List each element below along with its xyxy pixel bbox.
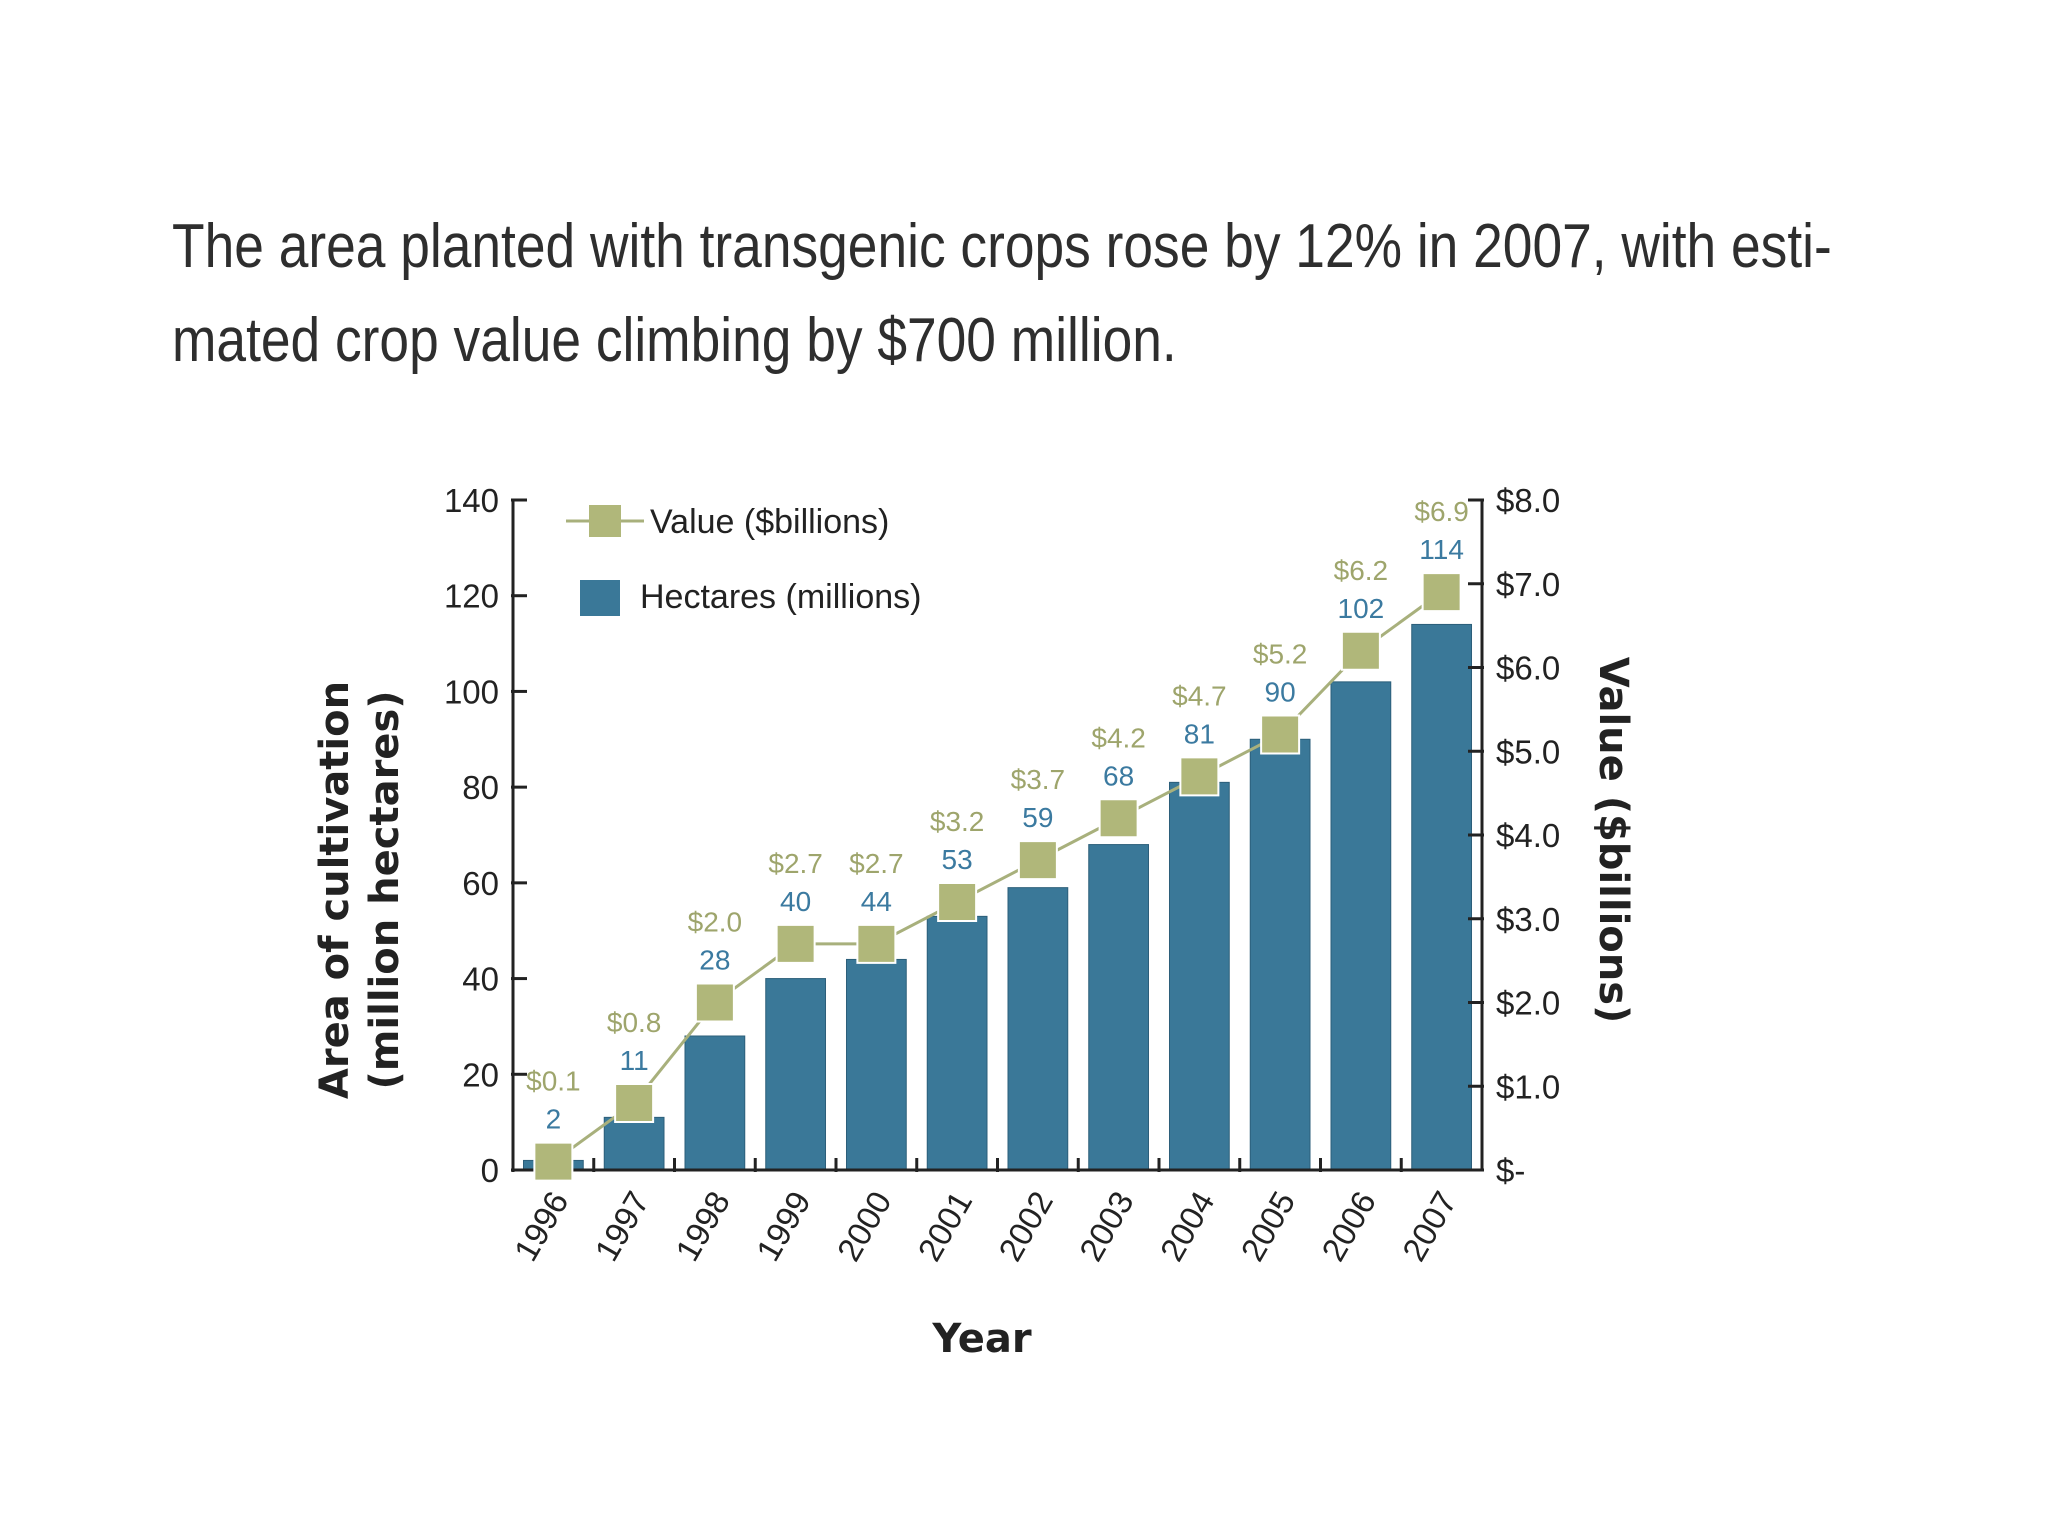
bar-1999: [765, 978, 827, 1171]
caption-line-2: mated crop value climbing by $700 millio…: [172, 306, 1177, 375]
value-data-label: $2.7: [768, 848, 823, 879]
value-marker-1996: [533, 1141, 574, 1182]
legend-hectares-swatch-icon: [580, 580, 620, 616]
value-data-label: $6.2: [1334, 555, 1389, 586]
hectares-bars: [522, 623, 1473, 1171]
x-tick-label: 1997: [587, 1185, 656, 1267]
x-tick-label: 2007: [1395, 1185, 1464, 1267]
bar-2007: [1411, 623, 1473, 1171]
bar-2000: [845, 958, 907, 1171]
hectares-data-label: 40: [780, 886, 811, 917]
bar-2001: [926, 915, 988, 1171]
left-tick-label: 140: [444, 482, 499, 519]
value-data-label: $3.2: [930, 806, 985, 837]
hectares-data-label: 11: [620, 1045, 649, 1076]
left-tick-label: 60: [462, 865, 499, 902]
bar-2002: [1007, 887, 1069, 1171]
left-axis-title-line-1: Area of cultivation: [312, 681, 358, 1099]
value-marker-2001: [937, 882, 978, 922]
right-tick-label: $4.0: [1496, 817, 1560, 854]
left-tick-label: 0: [481, 1152, 499, 1189]
x-axis-title: Year: [931, 1316, 1031, 1362]
value-marker-2006: [1340, 630, 1381, 671]
right-tick-label: $5.0: [1496, 733, 1560, 770]
value-data-label: $3.7: [1011, 764, 1066, 795]
value-marker-2003: [1098, 798, 1139, 839]
right-tick-label: $8.0: [1496, 482, 1560, 519]
value-line-series: [533, 572, 1462, 1182]
bar-1997: [603, 1116, 665, 1171]
right-tick-label: $1.0: [1496, 1068, 1560, 1105]
value-data-label: $5.2: [1253, 639, 1308, 670]
value-marker-2005: [1260, 714, 1301, 755]
right-tick-label: $-: [1496, 1152, 1525, 1189]
legend-value-label: Value ($billions): [650, 503, 889, 541]
value-data-label: $2.0: [688, 907, 743, 938]
value-marker-1998: [694, 982, 735, 1023]
x-tick-label: 2005: [1233, 1185, 1302, 1267]
left-tick-label: 80: [462, 769, 499, 806]
bar-2004: [1168, 781, 1230, 1171]
value-data-label: $0.8: [607, 1007, 662, 1038]
value-data-label: $2.7: [849, 848, 904, 879]
value-marker-2000: [856, 923, 897, 964]
hectares-data-label: 44: [861, 886, 892, 917]
bar-2005: [1249, 738, 1311, 1171]
bar-2003: [1088, 844, 1150, 1171]
value-marker-1997: [614, 1083, 655, 1123]
x-tick-label: 2003: [1072, 1185, 1141, 1267]
legend-value-marker-icon: [589, 505, 621, 537]
data-labels: 2 $0.1 11 $0.8 28 $2.0 40 $2.7 44 $2.7 53 $3.2 59 $3.…: [526, 496, 1469, 1135]
caption-line-1: The area planted with transgenic crops r…: [172, 212, 1832, 281]
legend: Value ($billions) Hectares (millions): [566, 503, 922, 616]
value-data-label: $6.9: [1414, 496, 1469, 527]
bar-1998: [684, 1035, 746, 1171]
value-data-label: $4.2: [1091, 722, 1146, 753]
right-tick-label: $3.0: [1496, 901, 1560, 938]
hectares-data-label: 28: [699, 945, 730, 976]
hectares-data-label: 2: [546, 1104, 562, 1135]
x-tick-label: 1996: [507, 1185, 576, 1267]
value-marker-2002: [1017, 840, 1058, 881]
right-tick-label: $7.0: [1496, 566, 1560, 603]
hectares-data-label: 53: [942, 844, 973, 875]
bar-2006: [1330, 681, 1392, 1171]
left-axis-title-line-2: (million hectares): [362, 690, 408, 1089]
x-tick-label: 2001: [910, 1185, 979, 1267]
hectares-data-label: 90: [1265, 677, 1296, 708]
hectares-data-label: 114: [1419, 534, 1464, 565]
value-marker-2007: [1421, 572, 1462, 613]
x-tick-label: 2002: [991, 1185, 1060, 1267]
x-tick-label: 2006: [1314, 1185, 1383, 1267]
right-tick-label: $6.0: [1496, 650, 1560, 687]
left-tick-label: 40: [462, 961, 499, 998]
hectares-data-label: 81: [1184, 718, 1215, 749]
left-tick-label: 20: [462, 1056, 499, 1093]
chart-caption: The area planted with transgenic crops r…: [172, 200, 1832, 388]
right-axis-title: Value ($billions): [1590, 657, 1636, 1024]
value-marker-2004: [1179, 756, 1220, 797]
value-data-label: $4.7: [1172, 680, 1227, 711]
hectares-data-label: 68: [1103, 760, 1134, 791]
right-tick-label: $2.0: [1496, 985, 1560, 1022]
x-tick-label: 1998: [668, 1185, 737, 1267]
legend-hectares-label: Hectares (millions): [640, 578, 922, 616]
x-tick-label: 2004: [1153, 1185, 1222, 1267]
left-tick-label: 120: [444, 578, 499, 615]
value-marker-1999: [775, 923, 816, 964]
hectares-data-label: 102: [1338, 593, 1385, 624]
x-tick-label: 1999: [749, 1185, 818, 1267]
value-data-label: $0.1: [526, 1066, 581, 1097]
x-tick-label: 2000: [830, 1185, 899, 1267]
left-tick-label: 100: [444, 673, 499, 710]
hectares-data-label: 59: [1022, 802, 1053, 833]
